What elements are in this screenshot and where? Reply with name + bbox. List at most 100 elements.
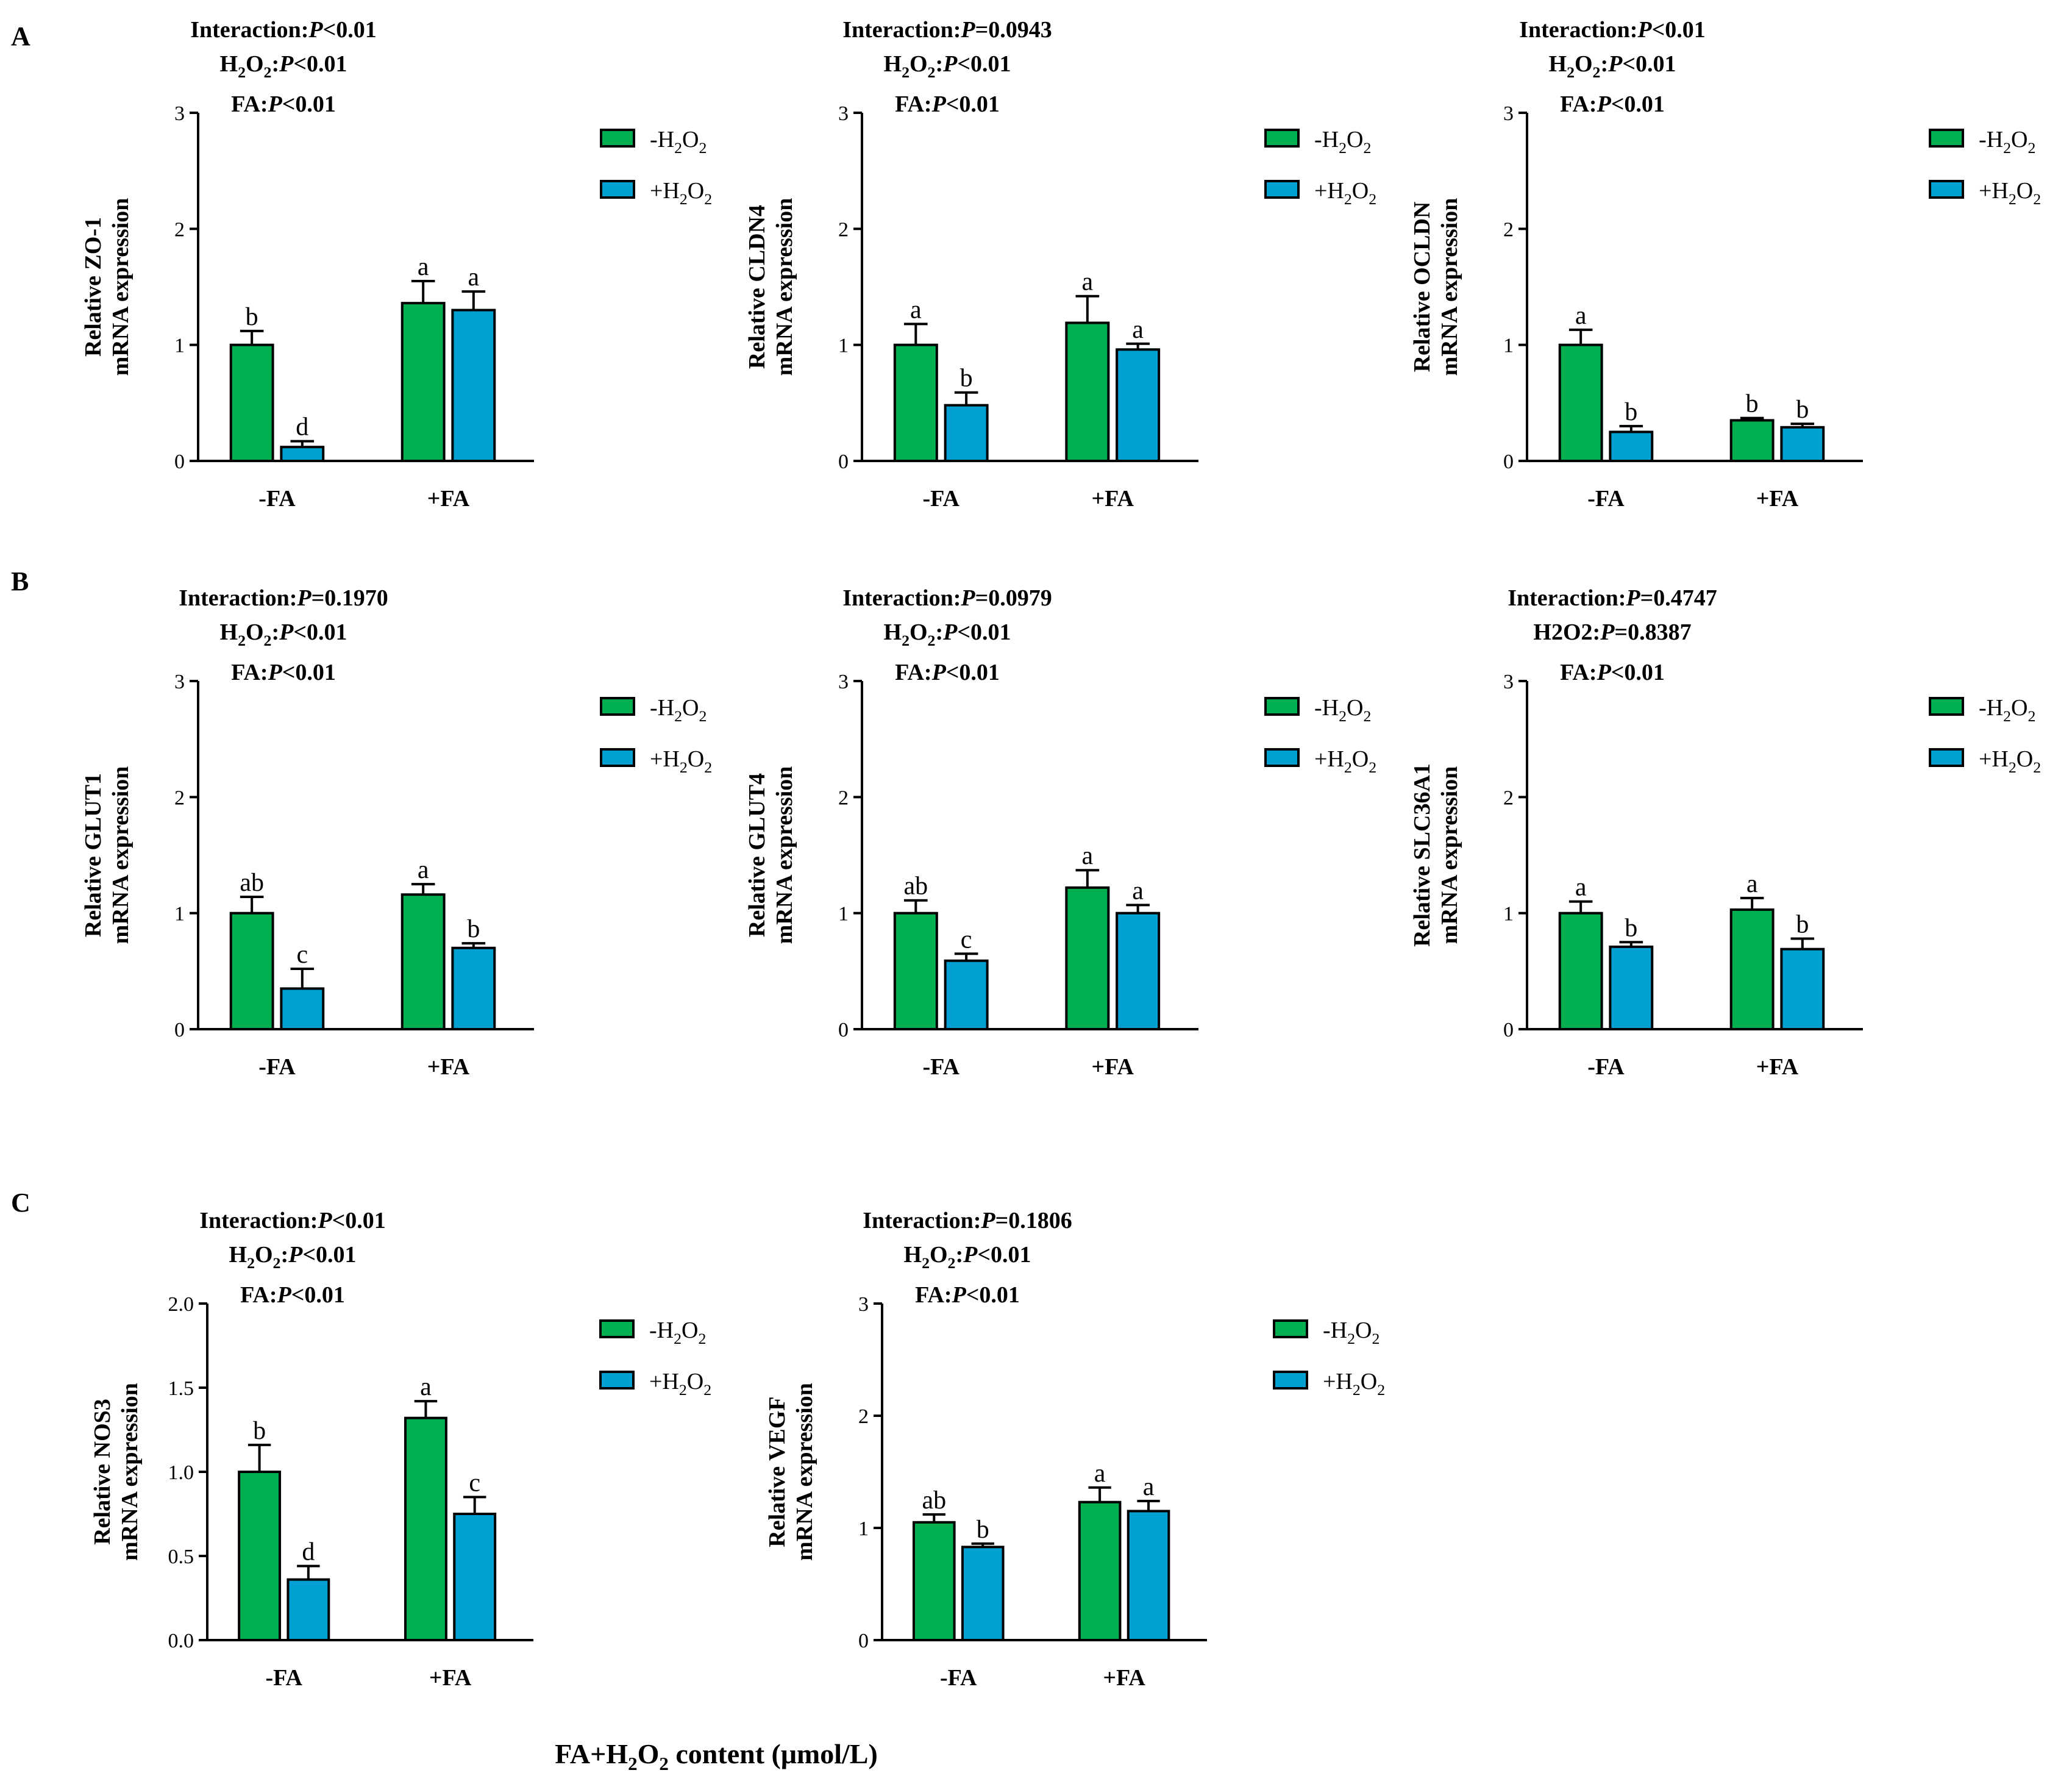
x-category-label: +FA [427,486,470,512]
significance-letter: a [1575,302,1587,330]
bar-plus-h2o2-plus-fa [453,1513,497,1641]
significance-letter: b [1625,914,1637,942]
y-tick-label: 3 [174,102,185,125]
legend-swatch-minus-h2o2 [599,1319,635,1338]
legend-label-minus-h2o2: -H2O2 [650,127,707,157]
bar-minus-h2o2-minus-fa [1558,912,1603,1030]
significance-letter: a [468,263,479,291]
x-category-label: +FA [429,1665,472,1691]
stat-fa: FA:P<0.01 [1560,660,1665,685]
x-category-label: -FA [258,486,296,512]
panel-label-c: C [11,1188,30,1218]
stat-h2o2: H2O2:P<0.01 [1549,51,1676,81]
significance-letter: b [1625,398,1637,426]
y-axis-label-line1: Relative OCLDN [1409,202,1435,373]
legend-label-minus-h2o2: -H2O2 [1979,695,2035,725]
bar-minus-h2o2-minus-fa [238,1471,282,1641]
legend-swatch-plus-h2o2 [1929,180,1964,199]
y-tick-label: 3 [838,671,849,693]
bar-minus-h2o2-plus-fa [1729,908,1775,1030]
significance-letter: b [1796,911,1809,939]
y-axis-label-line1: Relative GLUT1 [80,773,106,937]
legend-label-minus-h2o2: -H2O2 [649,1318,706,1347]
significance-letter: a [1094,1460,1106,1488]
y-axis-label-line1: Relative CLDN4 [744,205,770,369]
legend-swatch-minus-h2o2 [1264,697,1300,716]
x-category-label: -FA [1587,486,1625,512]
stat-fa: FA:P<0.01 [1560,91,1665,117]
bar-plus-h2o2-minus-fa [287,1578,330,1641]
stat-h2o2: H2O2:P<0.01 [220,51,347,81]
significance-letter: a [1132,316,1144,344]
significance-letter: c [296,941,308,969]
legend-swatch-plus-h2o2 [1929,748,1964,767]
x-category-label: -FA [1587,1054,1625,1080]
legend-label-plus-h2o2: +H2O2 [1314,178,1376,208]
y-tick-label: 3 [1503,102,1514,125]
significance-letter: a [1132,877,1144,905]
bar-plus-h2o2-minus-fa [280,987,325,1030]
bar-plus-h2o2-minus-fa [944,404,989,463]
bar-minus-h2o2-plus-fa [1065,321,1110,463]
stat-interaction: Interaction:P=0.1970 [179,585,388,611]
significance-letter: d [302,1538,315,1566]
stat-interaction: Interaction:P=0.0943 [842,17,1052,43]
y-axis-label-line1: Relative SLC36A1 [1409,763,1435,947]
y-tick-label: 2 [174,218,185,241]
bar-minus-h2o2-plus-fa [1065,886,1110,1030]
bar-plus-h2o2-plus-fa [1116,912,1161,1030]
stat-h2o2: H2O2:P<0.01 [220,619,347,649]
legend-swatch-minus-h2o2 [1264,129,1300,148]
y-tick-label: 0 [1503,1019,1514,1041]
stat-interaction: Interaction:P<0.01 [1519,17,1706,43]
bar-plus-h2o2-plus-fa [451,309,496,463]
y-tick-label: 0 [838,1019,849,1041]
stat-interaction: Interaction:P<0.01 [190,17,377,43]
y-tick-label: 0 [858,1630,869,1652]
stat-interaction: Interaction:P=0.0979 [842,585,1052,611]
y-tick-label: 0 [1503,451,1514,473]
bar-plus-h2o2-minus-fa [1609,945,1654,1030]
y-axis-label-line2: mRNA expression [1437,766,1462,944]
bar-plus-h2o2-plus-fa [1780,426,1825,463]
stat-h2o2: H2O2:P=0.8387 [1533,619,1691,645]
y-axis-label-line2: mRNA expression [117,1383,143,1561]
chart-zo-1: 0 1 2 3 Relative ZO-1 mRNA expression b a d a -FA +… [80,17,712,512]
y-axis-label-line2: mRNA expression [772,198,797,376]
stat-h2o2: H2O2:P<0.01 [229,1242,357,1272]
y-tick-label: 1 [1503,903,1514,926]
y-tick-label: 1.0 [168,1461,194,1484]
y-tick-label: 3 [1503,671,1514,693]
significance-letter: a [418,253,429,281]
significance-letter: a [910,296,922,324]
legend-label-minus-h2o2: -H2O2 [1314,127,1371,157]
stat-interaction: Interaction:P=0.4747 [1508,585,1717,611]
x-category-label: -FA [940,1665,977,1691]
significance-letter: b [1796,396,1809,424]
x-category-label: -FA [258,1054,296,1080]
significance-letter: b [1746,390,1759,418]
bar-plus-h2o2-plus-fa [451,946,496,1031]
bar-minus-h2o2-plus-fa [401,893,446,1031]
chart-ocldn: 0 1 2 3 Relative OCLDN mRNA expression a b b b -FA… [1409,17,2041,512]
y-tick-label: 0.5 [168,1546,194,1568]
y-tick-label: 3 [858,1293,869,1316]
stat-fa: FA:P<0.01 [895,660,1000,685]
y-axis-label-line1: Relative NOS3 [90,1399,115,1545]
x-category-label: +FA [1091,1054,1134,1080]
significance-letter: a [420,1373,432,1401]
legend-label-plus-h2o2: +H2O2 [1314,746,1376,776]
bar-minus-h2o2-minus-fa [893,912,938,1030]
legend-swatch-plus-h2o2 [600,748,635,767]
bar-minus-h2o2-plus-fa [404,1416,447,1641]
significance-letter: b [467,915,480,943]
legend-swatch-plus-h2o2 [1264,180,1300,199]
stat-fa: FA:P<0.01 [915,1282,1020,1308]
x-title-rest: O [638,1738,660,1769]
y-tick-label: 0 [174,451,185,473]
legend-label-minus-h2o2: -H2O2 [650,695,707,725]
y-tick-label: 2 [174,787,185,809]
significance-letter: b [960,365,973,393]
significance-letter: b [977,1516,989,1544]
